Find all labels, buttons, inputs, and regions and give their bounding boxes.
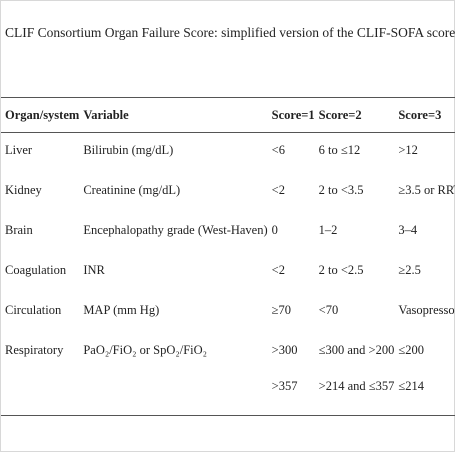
score-line: >300 xyxy=(271,343,298,357)
organ-cell: Respiratory xyxy=(5,343,64,357)
score-cell: 2 to <3.5 xyxy=(318,183,364,197)
organ-cell: Circulation xyxy=(5,303,62,317)
score-table: Organ/system Variable Score=1 Score=2 Score=… xyxy=(1,97,455,416)
score-cell: ≤300 and >200 >214 and ≤357 xyxy=(315,333,395,416)
variable-cell: MAP (mm Hg) xyxy=(83,303,160,317)
score-cell: ≤200 ≤214 xyxy=(394,333,455,416)
score-cell: ≥3.5 or RRT xyxy=(398,183,455,197)
table-row: Liver Bilirubin (mg/dL) <6 6 to ≤12 >12 xyxy=(1,133,455,174)
score-line: ≤200 xyxy=(398,343,424,357)
score-cell: 3–4 xyxy=(398,223,418,237)
organ-cell: Liver xyxy=(5,143,33,157)
header-row: Organ/system Variable Score=1 Score=2 Score=… xyxy=(1,97,455,133)
table-row: Coagulation INR <2 2 to <2.5 ≥2.5 xyxy=(1,253,455,293)
score-line: ≤214 xyxy=(398,379,424,393)
score-cell: 1–2 xyxy=(318,223,338,237)
score-cell: Vasopressors xyxy=(398,303,455,317)
score-line: ≤300 and >200 xyxy=(318,343,395,357)
score-cell: 6 to ≤12 xyxy=(318,143,361,157)
score-cell: ≥70 xyxy=(271,303,292,317)
score-cell: <70 xyxy=(318,303,339,317)
score-cell: <2 xyxy=(271,263,285,277)
title: CLIF Consortium Organ Failure Score: sim… xyxy=(5,25,455,40)
organ-cell: Coagulation xyxy=(5,263,67,277)
header-cell: Variable xyxy=(83,107,129,122)
variable-cell: INR xyxy=(83,263,105,277)
header-cell: Organ/system xyxy=(5,107,80,122)
variable-cell: Creatinine (mg/dL) xyxy=(83,183,181,197)
table-row: Brain Encephalopathy grade (West-Haven) 0 1… xyxy=(1,213,455,253)
score-line: >214 and ≤357 xyxy=(318,379,395,393)
organ-cell: Kidney xyxy=(5,183,42,197)
variable-cell: PaO₂/FiO₂ or SpO₂/FiO₂ xyxy=(83,343,208,357)
score-cell: <6 xyxy=(271,143,285,157)
variable-cell: Encephalopathy grade (West-Haven) xyxy=(83,223,268,237)
table-row: Kidney Creatinine (mg/dL) <2 2 to <3.5 ≥3.5 … xyxy=(1,173,455,213)
table-row: Respiratory PaO₂/FiO₂ or SpO₂/FiO₂ >300 >35… xyxy=(1,333,455,416)
score-cell: ≥2.5 xyxy=(398,263,421,277)
organ-cell: Brain xyxy=(5,223,33,237)
score-cell: 2 to <2.5 xyxy=(318,263,364,277)
score-line: >357 xyxy=(271,379,298,393)
header-cell: Score=1 xyxy=(271,107,315,122)
table-row: Circulation MAP (mm Hg) ≥70 <70 Vasopressors xyxy=(1,293,455,333)
header-cell: Score=2 xyxy=(318,107,362,122)
table-body: Liver Bilirubin (mg/dL) <6 6 to ≤12 >12 Kidne… xyxy=(1,133,455,416)
score-cell: >12 xyxy=(398,143,418,157)
variable-cell: Bilirubin (mg/dL) xyxy=(83,143,174,157)
score-cell: 0 xyxy=(271,223,278,237)
header-cell: Score=3 xyxy=(398,107,442,122)
score-cell: >300 >357 xyxy=(268,333,315,416)
score-cell: <2 xyxy=(271,183,285,197)
